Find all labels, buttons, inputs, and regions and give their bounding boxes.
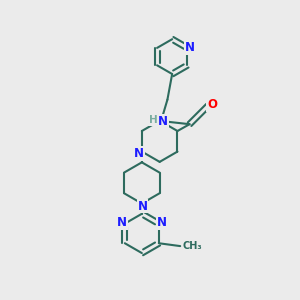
Text: O: O xyxy=(207,98,217,111)
Text: N: N xyxy=(158,115,168,128)
Text: CH₃: CH₃ xyxy=(183,241,202,251)
Text: N: N xyxy=(185,41,195,54)
Text: N: N xyxy=(117,217,127,230)
Text: N: N xyxy=(134,147,144,160)
Text: N: N xyxy=(157,217,167,230)
Text: H: H xyxy=(149,115,158,125)
Text: N: N xyxy=(137,200,148,212)
